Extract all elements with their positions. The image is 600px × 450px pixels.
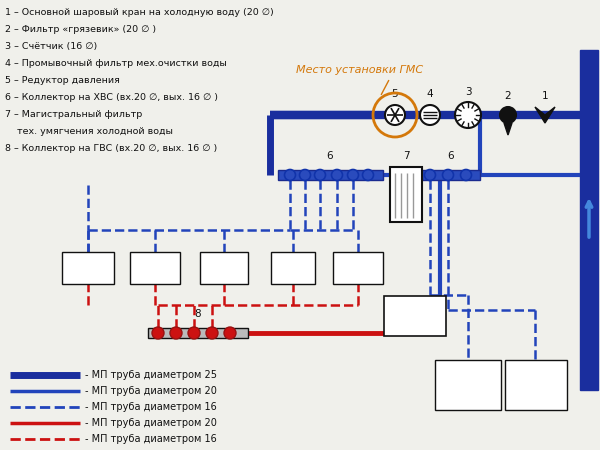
- Circle shape: [314, 170, 325, 180]
- Bar: [278, 170, 383, 180]
- Circle shape: [206, 327, 218, 339]
- Text: 2: 2: [505, 91, 511, 101]
- Text: 8 – Коллектор на ГВС (вх.20 ∅, вых. 16 ∅ ): 8 – Коллектор на ГВС (вх.20 ∅, вых. 16 ∅…: [5, 144, 217, 153]
- Text: 7: 7: [403, 151, 409, 161]
- Bar: [390, 167, 422, 222]
- Circle shape: [188, 327, 200, 339]
- Text: Унитаз: Унитаз: [340, 265, 376, 275]
- Text: 6 – Коллектор на ХВС (вх.20 ∅, вых. 16 ∅ ): 6 – Коллектор на ХВС (вх.20 ∅, вых. 16 ∅…: [5, 93, 218, 102]
- Text: Место установки ГМС: Место установки ГМС: [296, 65, 424, 75]
- Bar: [384, 296, 446, 336]
- Circle shape: [347, 170, 359, 180]
- Circle shape: [362, 170, 373, 180]
- Bar: [580, 50, 598, 390]
- Circle shape: [500, 107, 516, 123]
- Bar: [271, 252, 315, 284]
- Circle shape: [443, 170, 454, 180]
- Text: Стираль-
ная
машина: Стираль- ная машина: [446, 370, 490, 400]
- Bar: [422, 170, 480, 180]
- Circle shape: [455, 102, 481, 128]
- Text: 3: 3: [464, 87, 472, 97]
- Text: 1 – Основной шаровый кран на холодную воду (20 ∅): 1 – Основной шаровый кран на холодную во…: [5, 8, 274, 17]
- Bar: [200, 252, 248, 284]
- Text: 1: 1: [542, 91, 548, 101]
- Circle shape: [170, 327, 182, 339]
- Bar: [505, 360, 567, 410]
- Circle shape: [284, 170, 296, 180]
- Circle shape: [224, 327, 236, 339]
- Text: 4: 4: [427, 89, 433, 99]
- Bar: [333, 252, 383, 284]
- Text: Котёл
(ГВС): Котёл (ГВС): [398, 305, 431, 327]
- Circle shape: [420, 105, 440, 125]
- Circle shape: [425, 170, 436, 180]
- Text: - МП труба диаметром 16: - МП труба диаметром 16: [85, 402, 217, 412]
- Text: Ванна: Ванна: [208, 265, 240, 275]
- Text: 4 – Промывочный фильтр мех.очистки воды: 4 – Промывочный фильтр мех.очистки воды: [5, 59, 227, 68]
- Text: 6: 6: [448, 151, 454, 161]
- Polygon shape: [504, 123, 512, 135]
- Text: Кухонная
мойка: Кухонная мойка: [64, 259, 112, 281]
- Text: 5 – Редуктор давления: 5 – Редуктор давления: [5, 76, 120, 85]
- Circle shape: [299, 170, 311, 180]
- Text: Биде: Биде: [280, 265, 306, 275]
- Circle shape: [331, 170, 343, 180]
- Circle shape: [152, 327, 164, 339]
- Text: Посудо-
моечная
машина: Посудо- моечная машина: [515, 370, 555, 400]
- Text: - МП труба диаметром 25: - МП труба диаметром 25: [85, 370, 217, 380]
- Text: 5: 5: [392, 89, 398, 99]
- Text: 8: 8: [194, 309, 202, 319]
- Circle shape: [461, 170, 472, 180]
- Polygon shape: [535, 107, 555, 123]
- Bar: [435, 360, 501, 410]
- Text: - МП труба диаметром 20: - МП труба диаметром 20: [85, 386, 217, 396]
- Text: 2 – Фильтр «грязевик» (20 ∅ ): 2 – Фильтр «грязевик» (20 ∅ ): [5, 25, 156, 34]
- Bar: [148, 328, 248, 338]
- Text: 3 – Счётчик (16 ∅): 3 – Счётчик (16 ∅): [5, 42, 97, 51]
- Bar: [130, 252, 180, 284]
- Text: тех. умягчения холодной воды: тех. умягчения холодной воды: [5, 127, 173, 136]
- Text: 7 – Магистральный фильтр: 7 – Магистральный фильтр: [5, 110, 142, 119]
- Text: 6: 6: [326, 151, 334, 161]
- Circle shape: [385, 105, 405, 125]
- Text: Раковина: Раковина: [131, 265, 179, 275]
- Text: - МП труба диаметром 20: - МП труба диаметром 20: [85, 418, 217, 428]
- Text: - МП труба диаметром 16: - МП труба диаметром 16: [85, 434, 217, 444]
- Bar: [62, 252, 114, 284]
